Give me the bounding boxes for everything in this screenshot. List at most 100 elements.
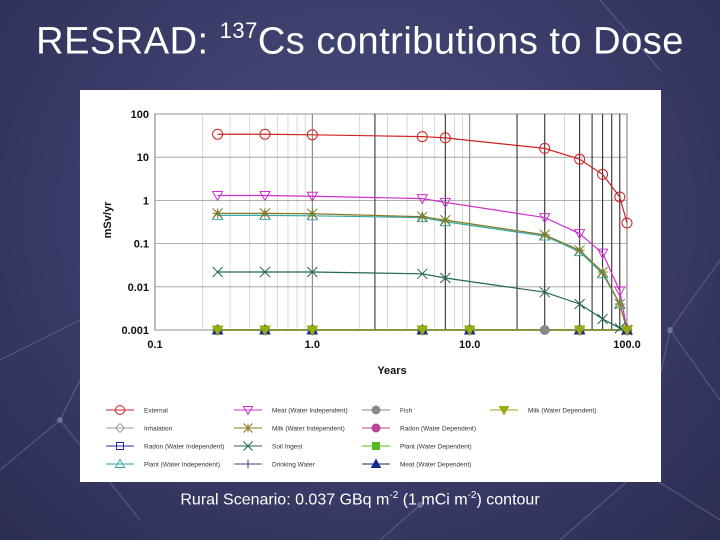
y-tick-label: 10 [137, 152, 149, 164]
title-suffix: Cs contributions to Dose [257, 20, 684, 63]
y-tick-label: 0.01 [128, 282, 149, 294]
data-point [372, 442, 380, 450]
y-axis-title: mSv/yr [102, 201, 114, 238]
legend-label: Milk (Water Dependent) [528, 408, 596, 415]
series-line [217, 133, 628, 224]
data-point [259, 209, 271, 220]
data-point [211, 190, 224, 202]
chart-caption: Rural Scenario: 0.037 GBq m-2 (1 mCi m-2… [0, 490, 720, 509]
series-markers [211, 325, 633, 337]
data-point [211, 209, 224, 220]
data-point [306, 208, 318, 220]
data-point [212, 128, 224, 140]
series-markers [212, 128, 633, 229]
data-point [211, 325, 224, 337]
data-point [498, 406, 510, 416]
legend-label: Drinking Water [272, 462, 316, 469]
data-point [212, 266, 223, 278]
data-point [614, 191, 626, 203]
data-point [538, 213, 551, 224]
data-point [306, 191, 319, 203]
legend-label: Plant (Water Dependent) [400, 444, 472, 451]
data-point [439, 132, 451, 144]
data-point [243, 441, 253, 451]
y-tick-label: 0.1 [134, 239, 149, 251]
data-point [463, 325, 476, 337]
data-point [116, 442, 124, 450]
data-point [574, 153, 586, 165]
dose-chart: 100 10 1 0.1 0.01 0.001 0.1 1.0 10.0 100.0 mSv/yr… [102, 109, 641, 469]
data-point [416, 325, 429, 337]
slide-title: RESRAD: 137Cs contributions to Dose [0, 18, 720, 64]
series-markers [212, 208, 633, 336]
data-point [621, 325, 633, 337]
x-tick-label: 0.1 [147, 339, 162, 351]
legend-item: Plant (Water Independent) [106, 458, 220, 469]
legend-label: External [144, 408, 168, 415]
data-point [439, 272, 451, 284]
legend-item: Meat (Water Dependent) [362, 458, 471, 469]
legend-label: Radon (Water Independent) [144, 444, 224, 451]
data-point [439, 197, 452, 209]
data-point [416, 131, 428, 143]
data-point [538, 229, 551, 241]
legend-item: Drinking Water [234, 459, 316, 469]
y-tick-label: 0.001 [121, 325, 149, 337]
caption-sup2: -2 [467, 490, 477, 501]
data-point [242, 406, 254, 416]
series-markers [212, 266, 633, 336]
data-point [597, 266, 608, 278]
data-point [259, 325, 271, 337]
legend-label: Plant (Water Independent) [144, 462, 220, 469]
data-point [416, 194, 429, 205]
data-point [574, 298, 585, 310]
data-point [614, 298, 626, 310]
legend-item: External [106, 405, 168, 415]
caption-part3: ) contour [476, 491, 540, 509]
chart-panel: 100 10 1 0.1 0.01 0.001 0.1 1.0 10.0 100.0 mSv/yr… [80, 90, 661, 482]
data-point [573, 229, 586, 240]
series-line [217, 194, 628, 331]
data-point [573, 325, 586, 337]
data-point [539, 286, 551, 298]
legend-item: Radon (Water Dependent) [362, 423, 476, 433]
legend-label: Meat (Water Dependent) [400, 462, 471, 469]
data-point [597, 168, 609, 180]
data-point [439, 214, 451, 226]
data-point [596, 248, 609, 260]
data-point [371, 423, 381, 433]
x-tick-label: 1.0 [305, 339, 320, 351]
data-point [259, 208, 271, 219]
data-point [371, 405, 381, 415]
data-point [243, 459, 253, 469]
data-point [573, 245, 586, 257]
legend-label: Meat (Water Independent) [272, 408, 348, 415]
legend-label: Fish [400, 408, 413, 415]
legend-item: Radon (Water Independent) [106, 442, 224, 451]
legend-item: Soil Ingest [234, 441, 303, 451]
legend-item: Meat (Water Independent) [234, 406, 348, 416]
x-axis-title: Years [377, 365, 406, 377]
data-point [596, 267, 609, 279]
data-point [259, 266, 271, 278]
data-point [539, 325, 550, 335]
data-point [370, 458, 382, 468]
data-point [416, 268, 428, 280]
caption-part2: (1 mCi m [398, 491, 468, 509]
x-tick-label: 100.0 [613, 339, 641, 351]
data-point [613, 286, 626, 298]
legend-item: Fish [362, 405, 413, 415]
series-line [217, 271, 628, 331]
legend-label: Milk (Water Independent) [272, 426, 345, 433]
data-point [212, 208, 223, 219]
data-point [621, 217, 633, 229]
x-tick-label: 10.0 [459, 339, 480, 351]
data-point [306, 325, 319, 337]
data-point [306, 129, 318, 141]
data-point [115, 405, 125, 415]
data-point [259, 190, 271, 202]
caption-sup1: -2 [389, 490, 399, 501]
caption-part1: Rural Scenario: 0.037 GBq m [180, 491, 390, 509]
legend-item: Milk (Water Independent) [234, 423, 345, 433]
data-point [416, 211, 428, 223]
